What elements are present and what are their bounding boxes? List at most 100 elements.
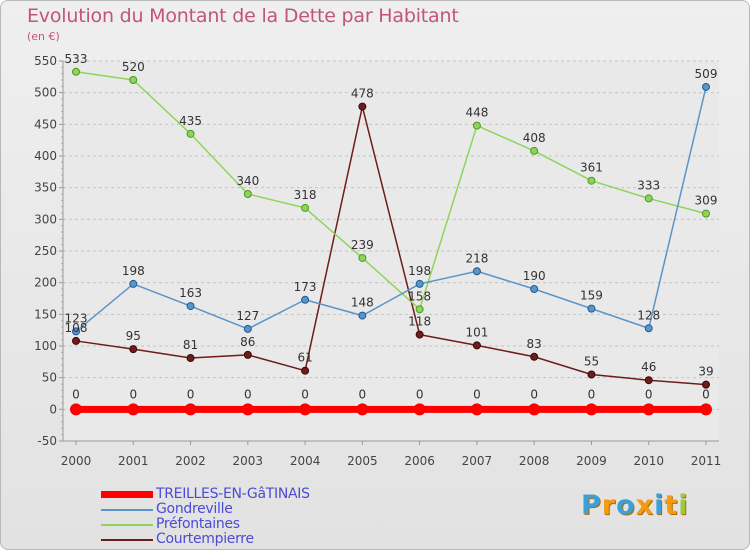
data-label: 61	[297, 351, 312, 365]
data-label: 46	[641, 360, 656, 374]
data-point	[186, 302, 195, 311]
data-label: 478	[351, 87, 374, 101]
y-tick-label: 150	[34, 307, 57, 321]
data-point	[301, 295, 310, 304]
data-label: 318	[294, 188, 317, 202]
data-point	[415, 279, 424, 288]
x-tick-label: 2007	[462, 454, 493, 468]
data-label: 218	[465, 251, 488, 265]
y-tick-label: 400	[34, 149, 57, 163]
chart-title: Evolution du Montant de la Dette par Hab…	[27, 5, 459, 27]
data-label: 39	[698, 365, 713, 379]
data-point	[413, 403, 426, 416]
data-point	[587, 370, 596, 379]
data-point	[129, 279, 138, 288]
data-label: 0	[129, 387, 137, 401]
data-point	[301, 366, 310, 375]
legend-label-treilles: TREILLES-EN-GâTINAIS	[156, 486, 310, 502]
data-point	[243, 190, 252, 198]
data-label: 158	[408, 289, 431, 303]
data-label: 163	[179, 286, 202, 300]
data-label: 55	[584, 355, 599, 369]
data-label: 520	[122, 60, 145, 74]
y-tick-label: -50	[37, 434, 57, 448]
data-point	[642, 403, 655, 416]
series-line	[75, 105, 707, 386]
data-point	[585, 403, 598, 416]
data-point	[72, 336, 80, 345]
data-label: 448	[465, 106, 488, 120]
data-label: 0	[72, 387, 80, 401]
data-label: 509	[695, 67, 718, 81]
data-point	[700, 403, 712, 416]
data-point	[241, 403, 254, 416]
data-label: 95	[126, 329, 141, 343]
x-tick-label: 2000	[61, 454, 92, 468]
data-label: 361	[580, 161, 603, 175]
data-label: 118	[408, 315, 431, 329]
data-point	[702, 82, 710, 91]
data-point	[530, 285, 539, 293]
data-point	[184, 403, 197, 416]
data-point	[72, 327, 80, 336]
data-label: 81	[183, 338, 198, 352]
data-label: 340	[236, 174, 259, 188]
data-label: 101	[465, 325, 488, 339]
data-label: 0	[416, 387, 424, 401]
data-label: 198	[408, 264, 431, 278]
logo-letter: i	[654, 490, 665, 521]
data-point	[70, 403, 82, 416]
data-point	[530, 352, 539, 361]
data-point	[358, 253, 367, 262]
chart-subtitle: (en €)	[27, 30, 60, 43]
logo-letter: i	[678, 490, 689, 521]
data-point	[358, 311, 367, 320]
legend-swatch-treilles	[101, 491, 153, 498]
series-line	[75, 71, 707, 311]
x-tick-label: 2006	[404, 454, 435, 468]
data-label: 83	[527, 337, 542, 351]
data-point	[415, 305, 424, 314]
legend-swatch-gondreville	[101, 509, 153, 511]
legend-label-courtempierre: Courtempierre	[156, 531, 254, 547]
data-point	[587, 304, 596, 313]
y-tick-label: 350	[34, 181, 57, 195]
data-point	[415, 330, 424, 339]
data-label: 108	[65, 321, 88, 335]
data-point	[472, 267, 481, 276]
legend-label-prefontaines: Préfontaines	[156, 516, 240, 532]
data-point	[472, 121, 481, 130]
logo-letter: r	[601, 490, 617, 521]
data-point	[301, 203, 310, 212]
data-label: 408	[523, 131, 546, 145]
data-point	[472, 341, 481, 350]
data-label: 128	[637, 308, 660, 322]
y-tick-label: 300	[34, 212, 57, 226]
x-tick-label: 2009	[576, 454, 607, 468]
data-point	[702, 209, 710, 218]
x-tick-label: 2005	[347, 454, 378, 468]
x-tick-label: 2010	[633, 454, 664, 468]
data-point	[186, 129, 195, 138]
data-point	[243, 350, 252, 359]
data-point	[358, 102, 367, 111]
data-label: 239	[351, 238, 374, 252]
data-label: 0	[588, 387, 596, 401]
data-point	[644, 376, 653, 385]
data-label: 127	[236, 309, 259, 323]
data-label: 0	[702, 387, 710, 401]
legend-label-gondreville: Gondreville	[156, 501, 233, 517]
data-label: 435	[179, 114, 202, 128]
data-point	[129, 76, 138, 84]
legend-swatch-prefontaines	[101, 524, 153, 526]
y-tick-label: 50	[42, 371, 57, 385]
series-line	[75, 86, 707, 333]
data-point	[587, 176, 596, 185]
y-tick-label: 450	[34, 117, 57, 131]
data-label: 0	[645, 387, 653, 401]
data-point	[129, 345, 138, 354]
data-point	[644, 324, 653, 333]
data-point	[530, 146, 539, 155]
data-label: 0	[359, 387, 367, 401]
